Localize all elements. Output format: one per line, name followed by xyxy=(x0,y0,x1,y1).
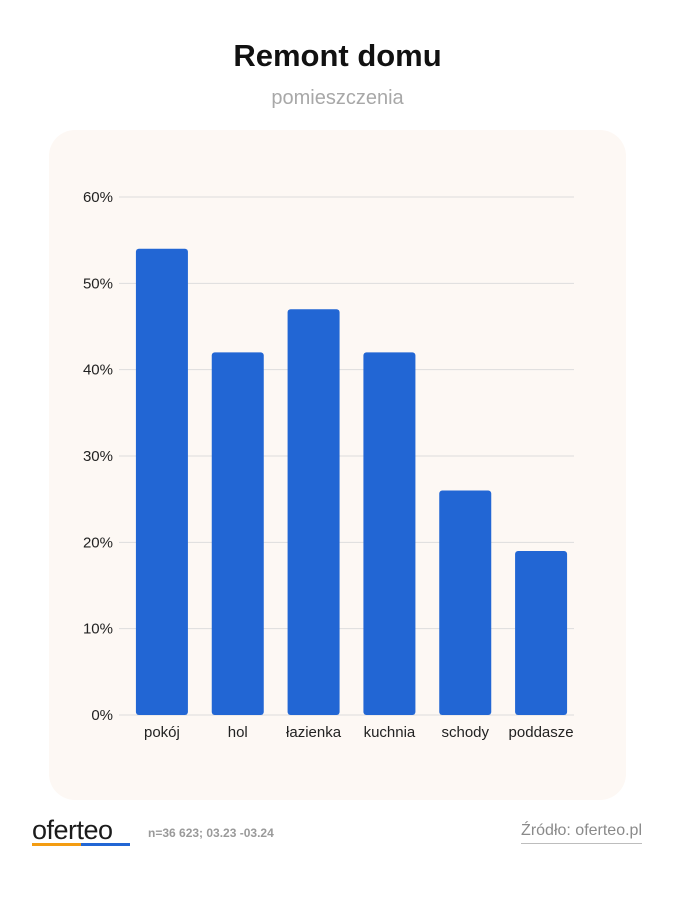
chart-title: Remont domu xyxy=(233,38,442,73)
chart-subtitle: pomieszczenia xyxy=(271,87,404,109)
sample-note: n=36 623; 03.23 -03.24 xyxy=(148,826,274,840)
x-tick-label: pokój xyxy=(144,724,180,741)
x-tick-label: poddasze xyxy=(509,724,574,741)
bar-łazienka[interactable] xyxy=(287,309,340,715)
logo-underline-orange xyxy=(32,843,81,846)
bar-kuchnia[interactable] xyxy=(363,352,416,715)
bar-pokój[interactable] xyxy=(135,248,188,716)
logo-underline-blue xyxy=(81,843,130,846)
x-tick-label: kuchnia xyxy=(364,724,416,741)
x-tick-label: schody xyxy=(441,724,489,741)
y-tick-label: 40% xyxy=(83,362,113,379)
y-tick-label: 50% xyxy=(83,275,113,292)
y-tick-label: 0% xyxy=(91,707,113,724)
y-tick-label: 10% xyxy=(83,621,113,638)
y-tick-label: 60% xyxy=(83,189,113,206)
logo-underline xyxy=(32,843,130,846)
bar-hol[interactable] xyxy=(211,352,264,715)
bar-chart: 0% 10% 20% 30% 40% 50% 60% pokój hol łazienka kuch… xyxy=(83,189,574,741)
x-tick-label: łazienka xyxy=(286,724,342,741)
x-tick-label: hol xyxy=(228,724,248,741)
bar-schody[interactable] xyxy=(439,490,492,715)
source-link[interactable]: Źródło: oferteo.pl xyxy=(521,822,642,844)
bar-poddasze[interactable] xyxy=(515,550,568,715)
chart-panel: 0% 10% 20% 30% 40% 50% 60% pokój hol łazienka kuch… xyxy=(49,130,626,800)
y-tick-label: 30% xyxy=(83,448,113,465)
y-tick-label: 20% xyxy=(83,534,113,551)
oferteo-logo: oferteo xyxy=(32,815,113,845)
